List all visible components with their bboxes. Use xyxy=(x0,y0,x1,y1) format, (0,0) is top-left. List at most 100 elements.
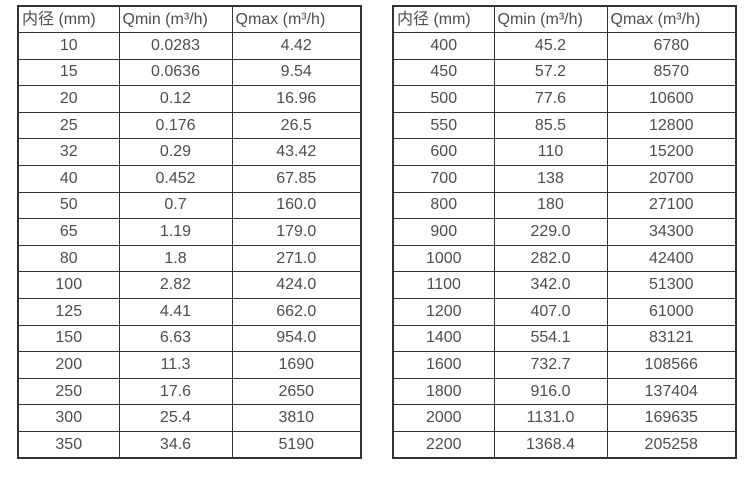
diameter-cell: 200 xyxy=(17,351,120,379)
diameter-cell: 1000 xyxy=(392,244,495,273)
qmax-cell: 26.5 xyxy=(231,111,362,140)
qmin-cell: 1.8 xyxy=(118,244,233,273)
qmin-cell: 85.5 xyxy=(493,111,608,140)
table-row: 200 11.3 1690 xyxy=(17,351,362,379)
qmax-cell: 4.42 xyxy=(231,32,362,60)
qmax-cell: 9.54 xyxy=(231,58,362,87)
qmax-cell: 6780 xyxy=(606,32,737,60)
qmin-cell: 25.4 xyxy=(118,404,233,432)
diameter-cell: 2200 xyxy=(392,431,495,459)
table-row: 80 1.8 271.0 xyxy=(17,244,362,273)
diameter-cell: 700 xyxy=(392,165,495,193)
qmin-cell: 34.6 xyxy=(118,431,233,459)
qmax-cell: 662.0 xyxy=(231,298,362,326)
table-row: 1400 554.1 83121 xyxy=(392,324,737,353)
table-row: 100 2.82 424.0 xyxy=(17,271,362,300)
table-row: 65 1.19 179.0 xyxy=(17,218,362,246)
table-row: 2200 1368.4 205258 xyxy=(392,431,737,459)
table-row: 2000 1131.0 169635 xyxy=(392,404,737,432)
qmax-cell: 3810 xyxy=(231,404,362,432)
diameter-cell: 1100 xyxy=(392,271,495,300)
qmin-cell: 916.0 xyxy=(493,377,608,406)
qmin-cell: 554.1 xyxy=(493,324,608,353)
table-row: 550 85.5 12800 xyxy=(392,111,737,140)
qmin-cell: 0.7 xyxy=(118,191,233,220)
qmin-cell: 0.0283 xyxy=(118,32,233,60)
diameter-cell: 150 xyxy=(17,324,120,353)
diameter-cell: 50 xyxy=(17,191,120,220)
column-header: 内径 (mm) xyxy=(392,5,495,34)
qmax-cell: 1690 xyxy=(231,351,362,379)
qmax-cell: 8570 xyxy=(606,58,737,87)
flow-spec-tables: 内径 (mm) Qmin (m³/h) Qmax (m³/h) 10 0.0283 4.… xyxy=(17,5,737,460)
table-row: 600 110 15200 xyxy=(392,138,737,167)
diameter-cell: 65 xyxy=(17,218,120,246)
table-row: 15 0.0636 9.54 xyxy=(17,58,362,87)
qmin-cell: 4.41 xyxy=(118,298,233,326)
table-row: 250 17.6 2650 xyxy=(17,377,362,406)
qmin-cell: 342.0 xyxy=(493,271,608,300)
qmin-cell: 0.176 xyxy=(118,111,233,140)
diameter-cell: 350 xyxy=(17,431,120,459)
qmax-cell: 271.0 xyxy=(231,244,362,273)
diameter-cell: 40 xyxy=(17,165,120,193)
table-row: 1600 732.7 108566 xyxy=(392,351,737,379)
table-row: 10 0.0283 4.42 xyxy=(17,32,362,60)
table-row: 300 25.4 3810 xyxy=(17,404,362,432)
diameter-cell: 300 xyxy=(17,404,120,432)
qmin-cell: 0.0636 xyxy=(118,58,233,87)
qmax-cell: 20700 xyxy=(606,165,737,193)
qmin-cell: 6.63 xyxy=(118,324,233,353)
qmax-cell: 42400 xyxy=(606,244,737,273)
diameter-cell: 400 xyxy=(392,32,495,60)
qmax-cell: 43.42 xyxy=(231,138,362,167)
diameter-cell: 600 xyxy=(392,138,495,167)
qmax-cell: 34300 xyxy=(606,218,737,246)
diameter-cell: 1800 xyxy=(392,377,495,406)
flow-spec-table-large-diameters: 内径 (mm) Qmin (m³/h) Qmax (m³/h) 400 45.2 678… xyxy=(392,5,737,460)
table-row: 1100 342.0 51300 xyxy=(392,271,737,300)
qmax-cell: 108566 xyxy=(606,351,737,379)
column-header: 内径 (mm) xyxy=(17,5,120,34)
qmax-cell: 179.0 xyxy=(231,218,362,246)
qmin-cell: 1368.4 xyxy=(493,431,608,459)
qmin-cell: 57.2 xyxy=(493,58,608,87)
qmax-cell: 15200 xyxy=(606,138,737,167)
diameter-cell: 450 xyxy=(392,58,495,87)
qmax-cell: 160.0 xyxy=(231,191,362,220)
diameter-cell: 1600 xyxy=(392,351,495,379)
diameter-cell: 1400 xyxy=(392,324,495,353)
qmax-cell: 12800 xyxy=(606,111,737,140)
qmin-cell: 110 xyxy=(493,138,608,167)
column-header: Qmin (m³/h) xyxy=(118,5,233,34)
qmax-cell: 10600 xyxy=(606,85,737,113)
qmin-cell: 0.12 xyxy=(118,85,233,113)
table-row: 40 0.452 67.85 xyxy=(17,165,362,193)
table-body: 10 0.0283 4.42 15 0.0636 9.54 20 0.12 16.96 25 0.1… xyxy=(17,32,362,459)
diameter-cell: 800 xyxy=(392,191,495,220)
qmax-cell: 205258 xyxy=(606,431,737,459)
qmax-cell: 83121 xyxy=(606,324,737,353)
column-header: Qmax (m³/h) xyxy=(231,5,362,34)
header-row: 内径 (mm) Qmin (m³/h) Qmax (m³/h) xyxy=(392,5,737,34)
qmin-cell: 17.6 xyxy=(118,377,233,406)
diameter-cell: 32 xyxy=(17,138,120,167)
table-row: 800 180 27100 xyxy=(392,191,737,220)
table-row: 700 138 20700 xyxy=(392,165,737,193)
table-row: 25 0.176 26.5 xyxy=(17,111,362,140)
qmax-cell: 2650 xyxy=(231,377,362,406)
diameter-cell: 20 xyxy=(17,85,120,113)
qmin-cell: 0.29 xyxy=(118,138,233,167)
diameter-cell: 2000 xyxy=(392,404,495,432)
diameter-cell: 15 xyxy=(17,58,120,87)
diameter-cell: 550 xyxy=(392,111,495,140)
header-row: 内径 (mm) Qmin (m³/h) Qmax (m³/h) xyxy=(17,5,362,34)
qmin-cell: 407.0 xyxy=(493,298,608,326)
diameter-cell: 125 xyxy=(17,298,120,326)
table-row: 32 0.29 43.42 xyxy=(17,138,362,167)
table-row: 125 4.41 662.0 xyxy=(17,298,362,326)
qmin-cell: 1131.0 xyxy=(493,404,608,432)
qmin-cell: 229.0 xyxy=(493,218,608,246)
qmax-cell: 61000 xyxy=(606,298,737,326)
table-row: 1800 916.0 137404 xyxy=(392,377,737,406)
